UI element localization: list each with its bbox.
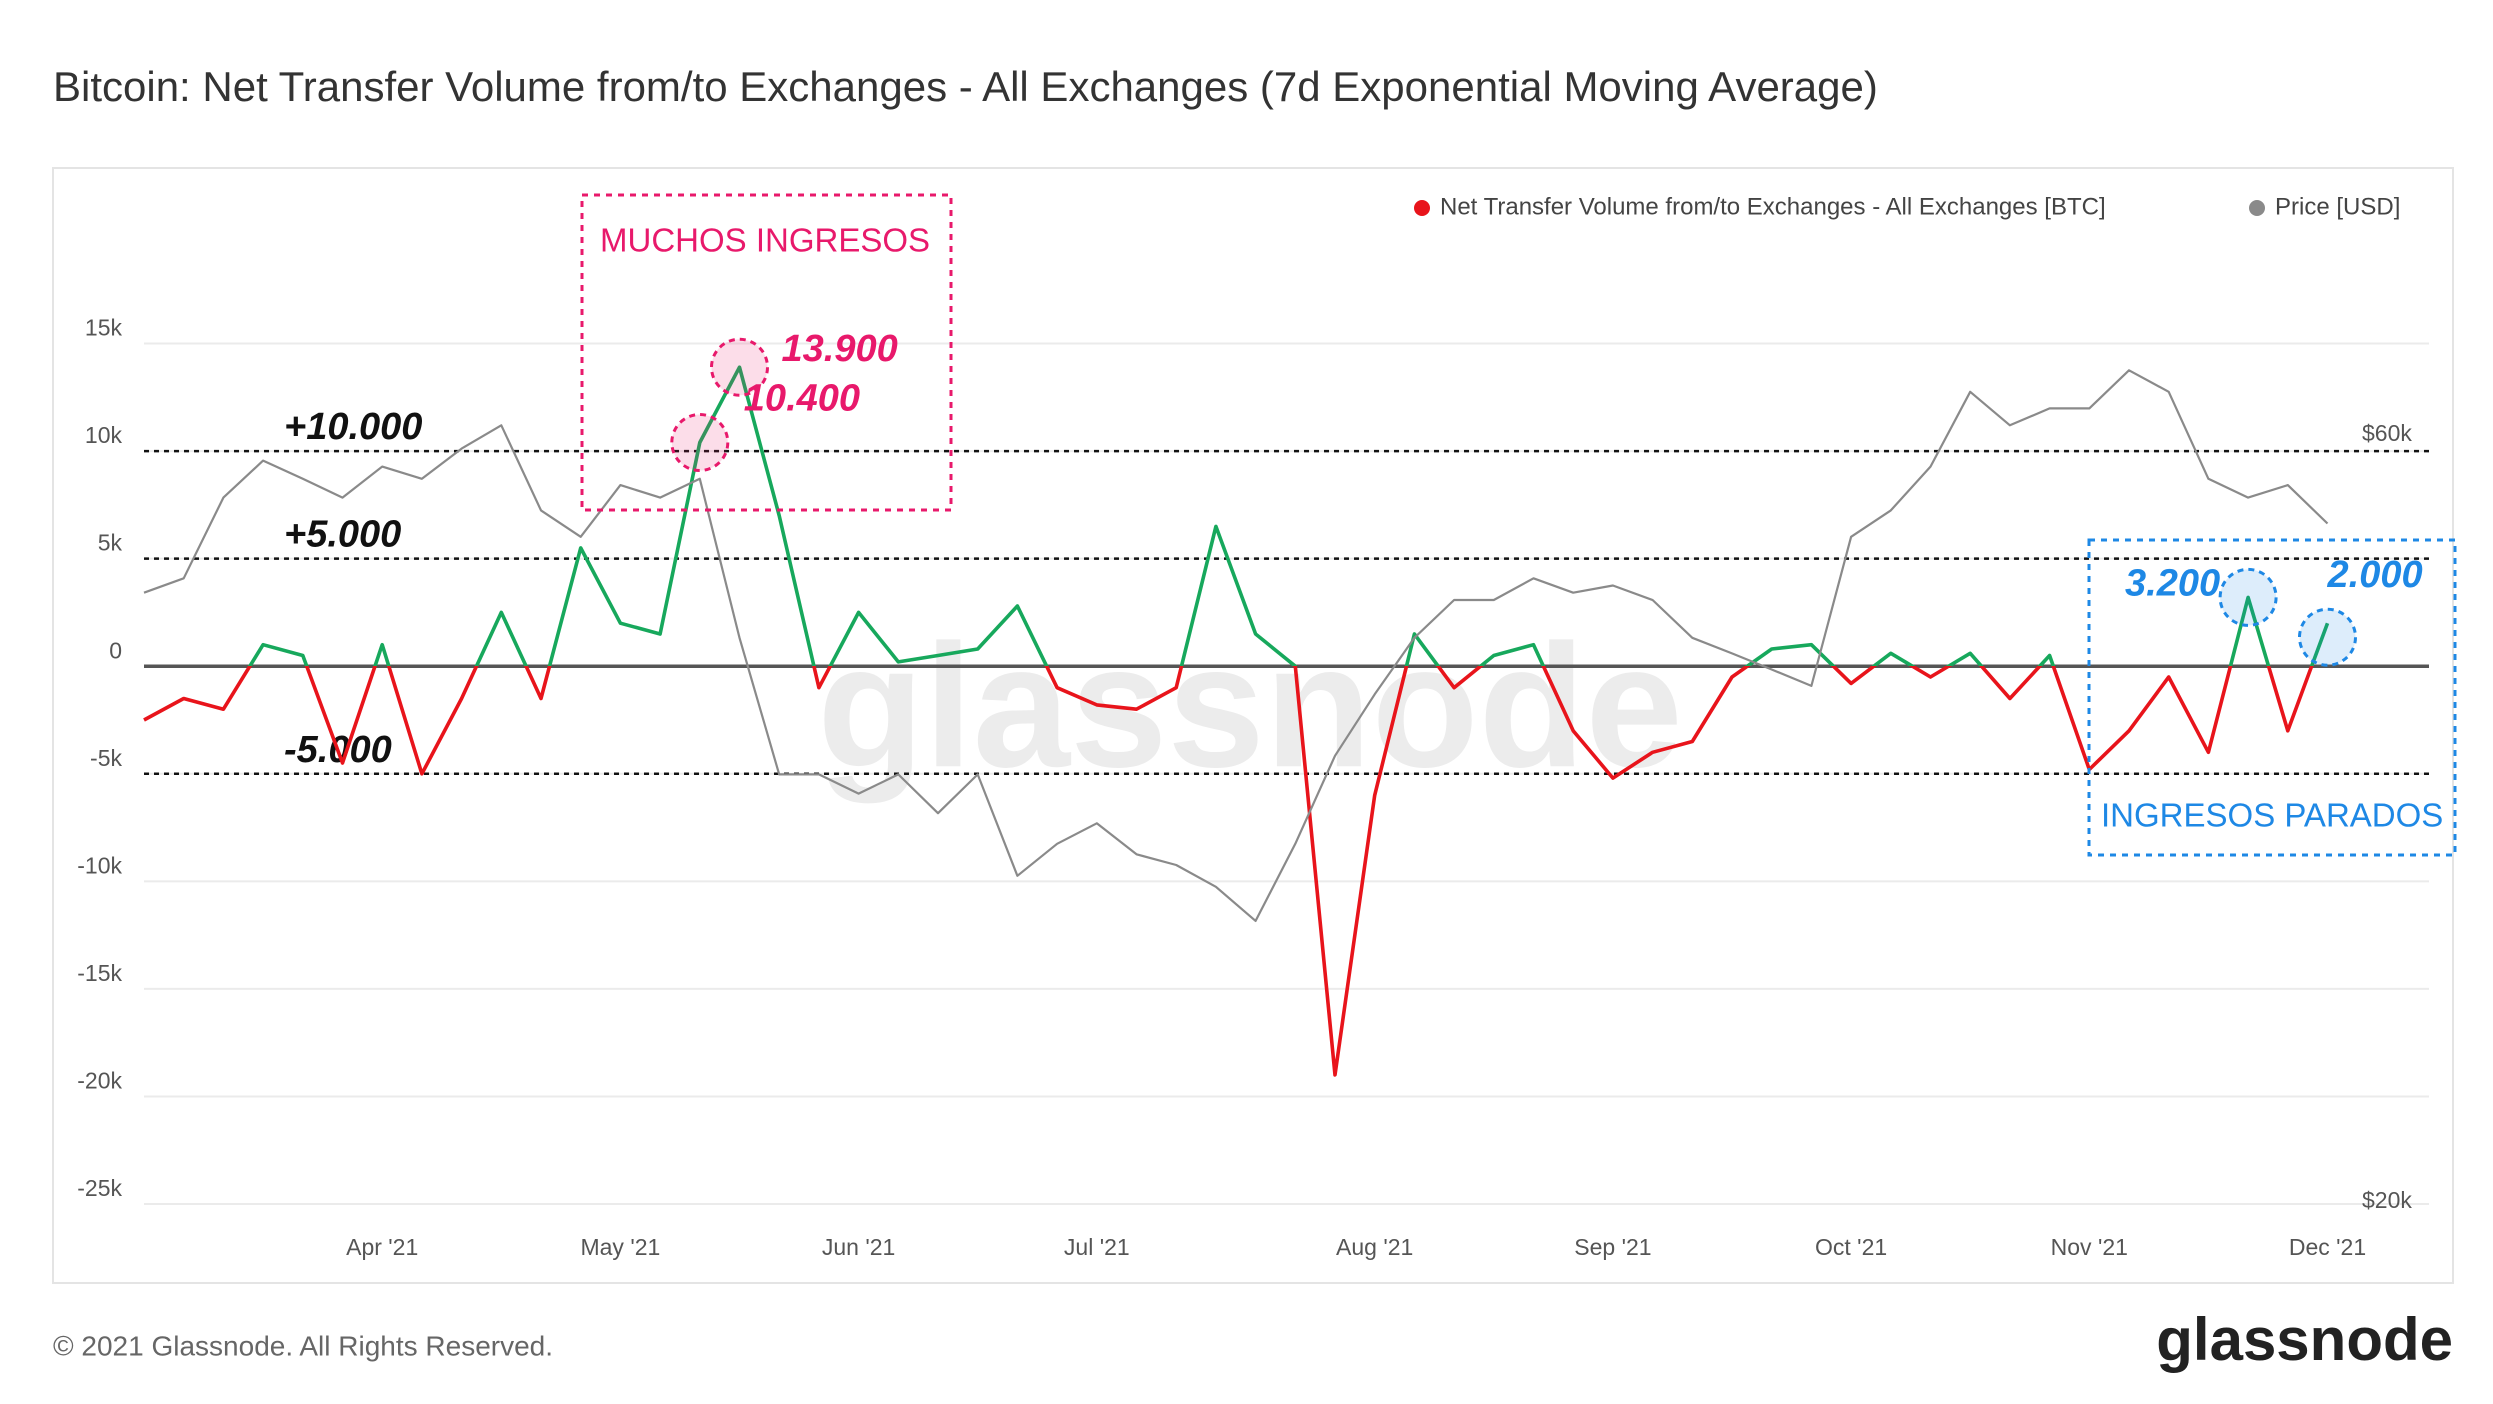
- x-tick-label: Jun '21: [822, 1234, 895, 1260]
- y-tick-label: -5k: [90, 745, 122, 771]
- callout-circle: [710, 337, 769, 397]
- y-tick-label: -25k: [77, 1175, 122, 1201]
- x-tick-label: Dec '21: [2289, 1234, 2366, 1260]
- watermark: glassnode: [817, 609, 1683, 804]
- reference-label: +5.000: [284, 514, 401, 556]
- legend-label: Price [USD]: [2275, 193, 2400, 220]
- y-tick-label: 10k: [85, 422, 123, 448]
- callout-label: 13.900: [782, 328, 898, 370]
- annotation-label: MUCHOS INGRESOS: [600, 222, 930, 259]
- annotation-box: [580, 193, 953, 512]
- y-tick-label: 0: [109, 637, 122, 663]
- legend-label: Net Transfer Volume from/to Exchanges - …: [1440, 193, 2106, 220]
- x-tick-label: Sep '21: [1574, 1234, 1651, 1260]
- net-line: [143, 365, 2330, 1077]
- y-tick-label: -20k: [77, 1068, 122, 1094]
- x-tick-label: Aug '21: [1336, 1234, 1413, 1260]
- y-tick-label: -10k: [77, 852, 122, 878]
- legend-marker: [2249, 200, 2265, 216]
- x-tick-label: May '21: [580, 1234, 660, 1260]
- price-line: [143, 369, 2329, 922]
- annotation-box: [2087, 538, 2457, 857]
- y2-tick-label: $60k: [2362, 420, 2412, 446]
- callout-label: 10.400: [744, 378, 860, 420]
- y-tick-label: 5k: [98, 530, 123, 556]
- y-tick-label: 15k: [85, 315, 123, 341]
- callout-label: 3.200: [2125, 562, 2220, 604]
- y2-tick-label: $20k: [2362, 1187, 2412, 1213]
- chart-frame: [52, 167, 2454, 1284]
- reference-label: +10.000: [284, 406, 422, 448]
- x-tick-label: Nov '21: [2051, 1234, 2128, 1260]
- callout-label: 2.000: [2327, 554, 2423, 596]
- legend-marker: [1414, 200, 1430, 216]
- x-tick-label: Apr '21: [346, 1234, 418, 1260]
- y-tick-label: -15k: [77, 960, 122, 986]
- x-tick-label: Jul '21: [1064, 1234, 1130, 1260]
- logo: glassnode: [2156, 1306, 2453, 1373]
- x-tick-label: Oct '21: [1815, 1234, 1887, 1260]
- chart-title: Bitcoin: Net Transfer Volume from/to Exc…: [53, 63, 1878, 110]
- annotation-label: INGRESOS PARADOS: [2101, 797, 2443, 834]
- copyright: © 2021 Glassnode. All Rights Reserved.: [53, 1330, 553, 1361]
- callout-circle: [2218, 567, 2278, 627]
- callout-circle: [2298, 607, 2357, 667]
- callout-circle: [670, 413, 730, 473]
